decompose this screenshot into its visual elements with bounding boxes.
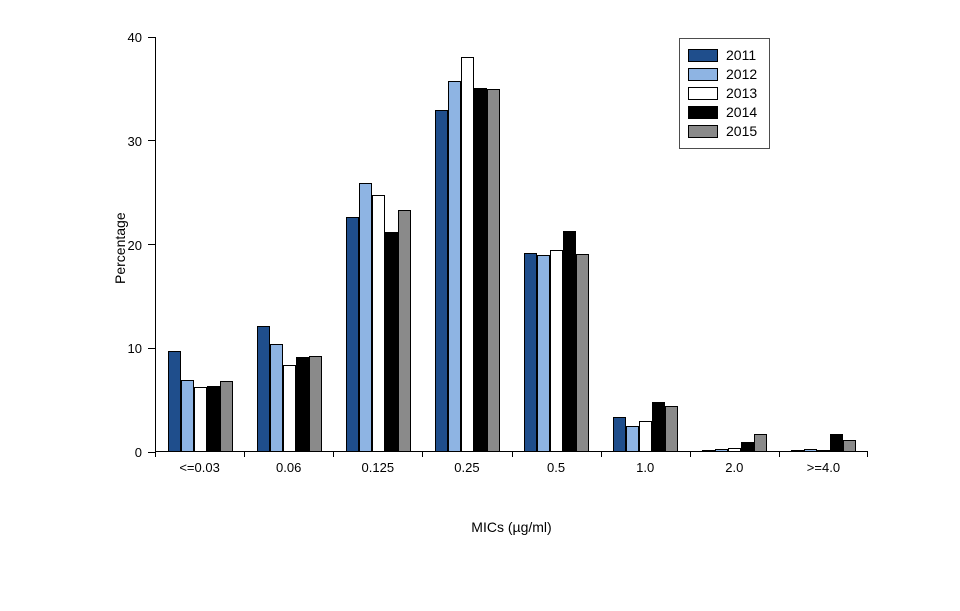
- bar-2011: [702, 450, 715, 451]
- legend-label: 2011: [726, 47, 757, 63]
- bar-group-0.06: [245, 37, 334, 451]
- legend-item-2014: 2014: [688, 103, 757, 122]
- y-tick-label: 20: [127, 237, 142, 253]
- bar-2011: [257, 326, 270, 451]
- x-tick: [779, 452, 780, 457]
- y-tick: [148, 244, 155, 245]
- bar-2012: [359, 183, 372, 451]
- x-tick-label: 0.06: [276, 460, 302, 475]
- x-tick: [690, 452, 691, 457]
- legend-label: 2014: [726, 104, 758, 120]
- bar-2012: [804, 449, 817, 451]
- x-tick: [601, 452, 602, 457]
- bar-2012: [715, 449, 728, 451]
- x-tick: [422, 452, 423, 457]
- x-tick-label: 0.125: [361, 460, 395, 475]
- bar-2013: [728, 448, 741, 451]
- bar-2014: [474, 88, 487, 451]
- bar-2015: [754, 434, 767, 451]
- bar-2011: [524, 253, 537, 451]
- legend-swatch-2011: [688, 49, 718, 62]
- bar-2013: [283, 365, 296, 451]
- y-tick-label: 0: [134, 445, 142, 460]
- plot-area: [155, 37, 868, 452]
- y-tick-label: 10: [127, 341, 142, 357]
- bar-2014: [652, 402, 665, 451]
- y-tick-label: 30: [127, 133, 142, 149]
- bar-group-<=0.03: [156, 37, 245, 451]
- bar-group-2.0: [690, 37, 779, 451]
- legend-swatch-2015: [688, 125, 718, 138]
- legend-label: 2013: [726, 85, 758, 101]
- bar-2011: [346, 217, 359, 451]
- bar-2013: [194, 387, 207, 451]
- bar-2013: [550, 250, 563, 451]
- bar-2015: [309, 356, 322, 451]
- x-tick-label: 0.25: [454, 460, 480, 475]
- bar-2011: [613, 417, 626, 451]
- x-tick: [244, 452, 245, 457]
- bar-2013: [817, 450, 830, 451]
- legend-swatch-2012: [688, 68, 718, 81]
- bar-2011: [435, 110, 448, 451]
- bar-2012: [626, 426, 639, 451]
- bar-2015: [398, 210, 411, 451]
- legend-item-2012: 2012: [688, 65, 757, 84]
- bar-2011: [168, 351, 181, 451]
- x-axis-title: MICs (µg/ml): [471, 519, 552, 535]
- bar-group-0.5: [512, 37, 601, 451]
- bar-group-1.0: [601, 37, 690, 451]
- bar-2014: [385, 232, 398, 451]
- legend-item-2015: 2015: [688, 122, 757, 141]
- bar-2015: [843, 440, 856, 451]
- bar-2014: [563, 231, 576, 451]
- bar-2015: [487, 89, 500, 451]
- legend-label: 2012: [726, 66, 758, 82]
- bar-2013: [461, 57, 474, 451]
- bar-2011: [791, 450, 804, 451]
- x-tick-label: >=4.0: [806, 460, 841, 475]
- x-tick: [155, 452, 156, 457]
- y-tick: [148, 347, 155, 349]
- bar-2014: [296, 357, 309, 451]
- y-tick: [148, 36, 155, 38]
- x-tick: [867, 452, 868, 457]
- legend-label: 2015: [726, 123, 758, 139]
- bar-2012: [270, 344, 283, 451]
- x-axis-ticks: [155, 452, 869, 458]
- legend-swatch-2013: [688, 87, 718, 100]
- y-tick: [148, 451, 155, 453]
- bar-2012: [448, 81, 461, 451]
- legend-item-2011: 2011: [688, 46, 757, 65]
- x-tick-label: 2.0: [725, 460, 744, 475]
- bar-2013: [372, 195, 385, 451]
- x-tick: [333, 452, 334, 457]
- bar-2015: [220, 381, 233, 451]
- legend: 2011 2012 2013 2014 2015: [679, 38, 771, 149]
- x-tick-label: 0.5: [547, 460, 566, 475]
- x-tick-label: 1.0: [636, 460, 655, 475]
- x-axis-labels: <=0.03 0.06 0.125 0.25 0.5 1.0 2.0 >=4.0: [155, 460, 868, 475]
- bar-2012: [181, 380, 194, 451]
- bar-group-0.25: [423, 37, 512, 451]
- bar-2014: [830, 434, 843, 451]
- bar-group->=4.0: [779, 37, 868, 451]
- bar-2014: [741, 442, 754, 451]
- bar-2015: [665, 406, 678, 451]
- bar-2014: [207, 386, 220, 451]
- bar-2015: [576, 254, 589, 451]
- legend-item-2013: 2013: [688, 84, 757, 103]
- x-tick: [512, 452, 513, 457]
- bar-2013: [639, 421, 652, 451]
- y-tick-label: 40: [127, 30, 142, 45]
- bar-2012: [537, 255, 550, 451]
- y-axis: 0 10 20 30 40: [95, 30, 155, 460]
- legend-swatch-2014: [688, 106, 718, 119]
- y-tick: [148, 140, 155, 142]
- bar-group-0.125: [334, 37, 423, 451]
- x-tick-label: <=0.03: [179, 460, 220, 475]
